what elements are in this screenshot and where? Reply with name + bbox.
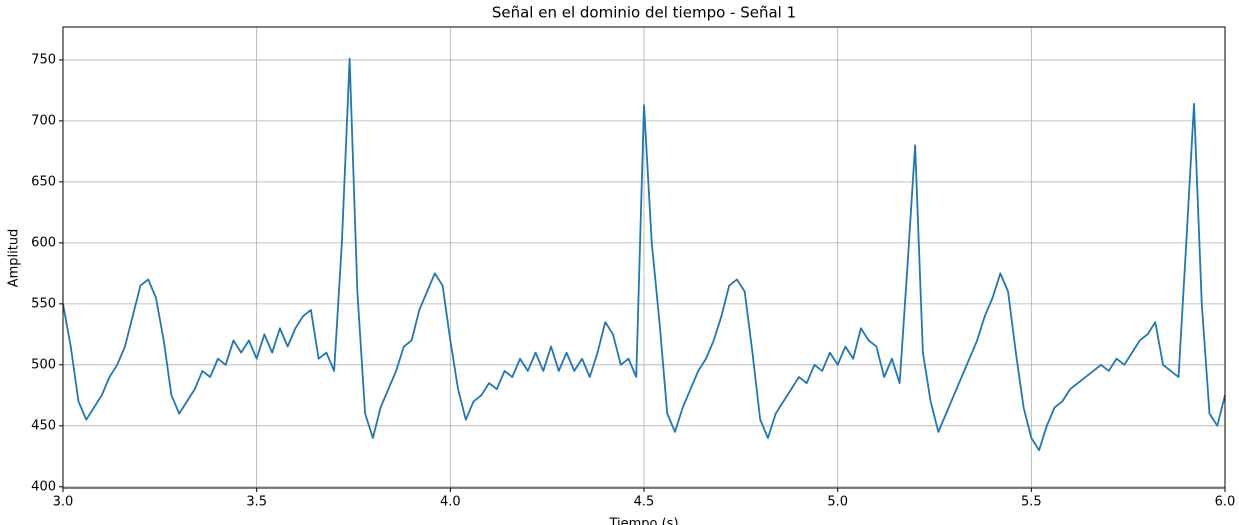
y-tick-label: 550 [31, 296, 56, 311]
y-tick-label: 650 [31, 174, 56, 189]
x-tick-label: 6.0 [1215, 495, 1236, 510]
y-axis-label: Amplitud [7, 229, 22, 288]
signal-line [62, 57, 1226, 452]
y-tick-label: 500 [31, 357, 56, 372]
x-tick-label: 4.5 [634, 495, 655, 510]
y-tick-label: 450 [31, 418, 56, 433]
chart-title: Señal en el dominio del tiempo - Señal 1 [492, 4, 796, 22]
y-tick-label: 700 [31, 113, 56, 128]
x-tick-label: 4.0 [440, 495, 461, 510]
y-tick-label: 400 [31, 479, 56, 494]
y-tick-label: 750 [31, 52, 56, 67]
x-tick-label: 5.0 [827, 495, 848, 510]
x-tick-label: 3.0 [53, 495, 74, 510]
y-tick-label: 600 [31, 235, 56, 250]
x-tick-label: 3.5 [246, 495, 267, 510]
x-tick-label: 5.5 [1021, 495, 1042, 510]
x-axis-label: Tiempo (s) [608, 517, 678, 525]
plot-frame [62, 26, 1226, 489]
